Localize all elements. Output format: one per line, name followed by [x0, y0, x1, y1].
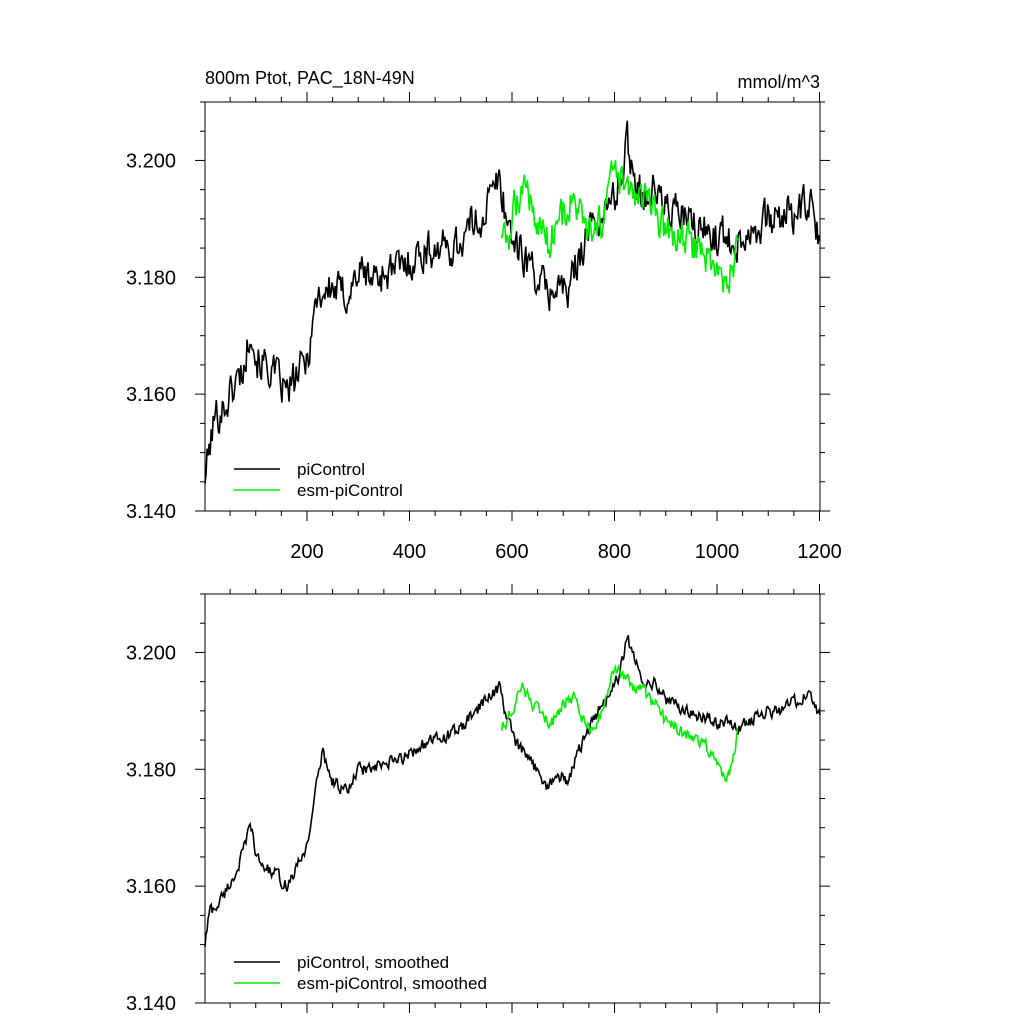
series-line-esm-picontrol-smoothed	[500, 663, 739, 783]
top-chart-units: mmol/m^3	[738, 72, 820, 92]
y-tick-label: 3.180	[126, 267, 176, 289]
x-tick-label: 200	[290, 541, 323, 563]
x-tick-label: 1000	[695, 541, 740, 563]
legend-label: esm-piControl, smoothed	[297, 974, 487, 993]
bottom-plot-frame	[204, 593, 821, 1004]
legend-label: piControl, smoothed	[297, 953, 449, 972]
y-tick-label: 3.140	[126, 501, 176, 523]
series-line-picontrol	[204, 120, 821, 484]
y-tick-label: 3.140	[126, 993, 176, 1015]
y-tick-label: 3.160	[126, 384, 176, 406]
series-line-picontrol-smoothed	[204, 635, 821, 948]
top-plot-frame	[204, 101, 821, 512]
legend-label: piControl	[297, 460, 365, 479]
x-tick-label: 1200	[797, 541, 842, 563]
top-panel: 200 400 600 800 1000 1200 3.140 3.160 3.180 3.200…	[126, 68, 842, 563]
legend-label: esm-piControl	[297, 481, 403, 500]
bottom-panel: 3.140 3.160 3.180 3.200 piControl, smoothed…	[126, 584, 830, 1015]
y-tick-label: 3.200	[126, 150, 176, 172]
y-tick-label: 3.160	[126, 876, 176, 898]
series-line-esm-picontrol	[500, 159, 739, 294]
top-chart-title: 800m Ptot, PAC_18N-49N	[205, 68, 415, 89]
x-tick-label: 600	[495, 541, 528, 563]
x-tick-label: 800	[598, 541, 631, 563]
y-tick-label: 3.200	[126, 642, 176, 664]
x-tick-label: 400	[393, 541, 426, 563]
y-tick-label: 3.180	[126, 759, 176, 781]
